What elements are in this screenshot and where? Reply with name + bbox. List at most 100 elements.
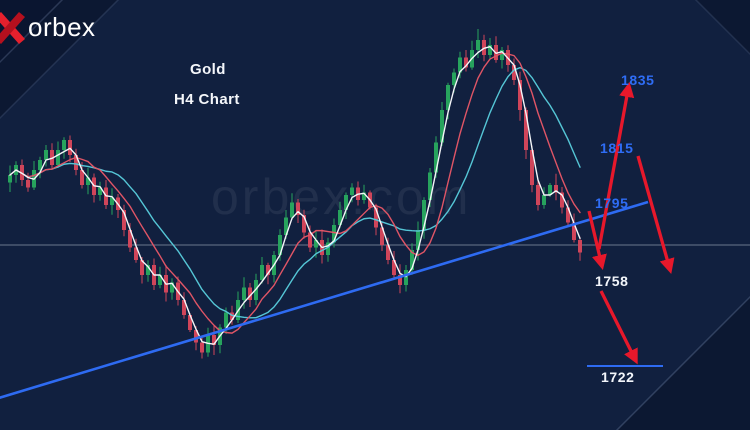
candle-body [314, 240, 318, 248]
candle-body [278, 235, 282, 255]
candle-body [44, 150, 48, 160]
candle-body [350, 187, 354, 195]
candle-body [560, 192, 564, 208]
candle-body [26, 180, 30, 188]
candle-body [50, 150, 54, 165]
ma-line-3 [9, 45, 581, 345]
candle-body [398, 275, 402, 285]
candle-body [110, 197, 114, 205]
candle-body [80, 170, 84, 185]
candle-body [410, 250, 414, 270]
candle-body [230, 312, 234, 320]
candle-body [482, 40, 486, 55]
candle-body [62, 140, 66, 150]
candle-body [548, 185, 552, 195]
candle-body [98, 187, 102, 195]
candle-body [452, 72, 456, 85]
candle-body [308, 232, 312, 248]
price-label-1758: 1758 [595, 273, 629, 289]
candle-body [386, 245, 390, 260]
candle-body [146, 265, 150, 275]
candle-body [38, 160, 42, 170]
candle-body [542, 195, 546, 205]
candle-body [302, 215, 306, 233]
candle-body [524, 110, 528, 150]
candle-body [122, 210, 126, 230]
candle-body [458, 57, 462, 73]
candle-body [140, 260, 144, 275]
candle-body [392, 260, 396, 275]
arrow-up-to-1835 [597, 81, 635, 250]
candle-body [536, 185, 540, 205]
orbex-logo-icon [0, 12, 25, 44]
arrow-down-to-1722 [599, 290, 638, 365]
candle-body [380, 227, 384, 245]
candle-body [200, 342, 204, 353]
candle-body [296, 202, 300, 215]
candle-body [488, 45, 492, 55]
candle-body [578, 240, 582, 253]
candle-body [476, 40, 480, 50]
candle-body [266, 265, 270, 275]
candle-body [464, 57, 468, 68]
candle-body [134, 247, 138, 260]
price-label-1795: 1795 [595, 195, 629, 211]
candle-body [338, 210, 342, 225]
ma-line-8 [9, 52, 581, 334]
candle-body [326, 242, 330, 255]
candle-body [212, 335, 216, 345]
candle-body [434, 142, 438, 173]
candle-body [362, 192, 366, 200]
candle-body [428, 172, 432, 200]
candle-body [500, 50, 504, 60]
candle-body [566, 207, 570, 223]
candle-body [554, 185, 558, 193]
trendline [0, 200, 649, 399]
candle-body [68, 140, 72, 155]
level-1722-underline [587, 365, 663, 367]
chart-subtitle: H4 Chart [174, 91, 240, 108]
candle-body [158, 275, 162, 285]
candle-body [284, 217, 288, 235]
candle-body [170, 282, 174, 293]
price-label-1835: 1835 [621, 72, 655, 88]
candle-body [8, 175, 12, 183]
candle-body [260, 265, 264, 280]
arrow-down-from-1815 [636, 155, 675, 274]
candle-body [56, 150, 60, 165]
candle-body [530, 150, 534, 185]
candle-body [416, 230, 420, 250]
candle-body [290, 202, 294, 218]
candle-body [332, 225, 336, 243]
candle-body [74, 155, 78, 170]
arrow-down-to-1758 [587, 210, 607, 271]
candle-body [242, 287, 246, 300]
candle-body [224, 312, 228, 328]
background-diamond [0, 0, 64, 64]
candle-body [446, 85, 450, 110]
candle-body [422, 200, 426, 230]
price-label-1722: 1722 [601, 369, 635, 385]
candle-body [188, 315, 192, 330]
candle-body [248, 287, 252, 300]
orbex-logo-text: orbex [28, 11, 96, 42]
candle-body [572, 222, 576, 240]
candle-body [20, 165, 24, 180]
candle-body [128, 230, 132, 248]
candle-body [182, 300, 186, 315]
candle-body [440, 110, 444, 143]
orbex-logo: orbex [0, 8, 96, 46]
ma-line-14 [9, 66, 581, 319]
candle-body [518, 80, 522, 110]
candle-body [344, 195, 348, 210]
candle-body [404, 270, 408, 285]
price-label-1815: 1815 [600, 140, 634, 156]
candle-body [194, 330, 198, 343]
background-diamond [694, 0, 750, 56]
candle-body [86, 177, 90, 185]
background-diamond [615, 295, 750, 430]
chart-title: Gold [190, 61, 226, 78]
